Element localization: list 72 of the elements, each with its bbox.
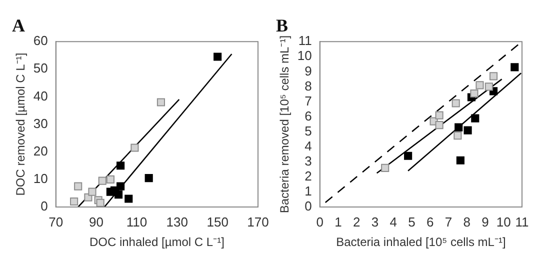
x-tick-label: 10 — [496, 214, 511, 230]
x-tick-label: 11 — [515, 214, 529, 230]
x-axis-title: DOC inhaled [µmol C L⁻¹] — [89, 235, 224, 250]
chart-title: B — [276, 15, 288, 36]
point — [454, 123, 463, 132]
point — [489, 72, 498, 80]
point — [456, 156, 464, 164]
point — [156, 98, 166, 106]
point — [471, 114, 480, 122]
y-tick-label: 50 — [33, 60, 48, 76]
y-tick-label: 4 — [304, 138, 312, 154]
point — [96, 198, 104, 207]
point — [88, 188, 96, 196]
x-tick-label: 9 — [482, 214, 489, 230]
point — [144, 174, 153, 182]
point — [484, 82, 493, 91]
x-tick-label: 150 — [206, 214, 228, 230]
point — [452, 99, 460, 108]
x-tick-label: 130 — [166, 214, 188, 230]
x-tick-label: 3 — [371, 214, 379, 230]
x-tick-label: 8 — [463, 214, 470, 230]
x-tick-label: 1 — [334, 214, 342, 230]
y-tick-label: 10 — [33, 171, 48, 186]
x-tick-label: 110 — [126, 214, 148, 230]
x-tick-label: 90 — [89, 214, 104, 230]
y-tick-label: 0 — [40, 198, 48, 214]
y-tick-label: 3 — [304, 153, 312, 168]
point — [114, 190, 123, 199]
x-tick-label: 6 — [426, 214, 434, 230]
y-tick-label: 0 — [304, 198, 312, 214]
y-tick-label: 20 — [33, 143, 48, 158]
point — [74, 182, 82, 190]
point — [435, 121, 444, 130]
y-axis-title: Bacteria removed [10⁵ cells mL⁻¹] — [278, 35, 292, 214]
x-tick-label: 5 — [408, 214, 416, 230]
y-tick-label: 2 — [304, 168, 312, 184]
y-tick-label: 11 — [298, 33, 312, 48]
y-tick-label: 10 — [297, 48, 312, 64]
y-tick-label: 8 — [304, 78, 312, 94]
point — [476, 81, 484, 90]
point — [435, 111, 444, 120]
y-tick-label: 40 — [33, 88, 48, 104]
x-tick-label: 70 — [48, 214, 64, 230]
x-tick-label: 7 — [444, 214, 452, 230]
point — [106, 175, 114, 184]
point — [464, 126, 472, 134]
y-tick-label: 30 — [33, 116, 48, 131]
chart-title: A — [12, 15, 25, 36]
point — [381, 164, 390, 172]
point — [116, 182, 125, 190]
x-tick-label: 0 — [316, 214, 324, 230]
y-tick-label: 1 — [304, 184, 312, 199]
x-axis-title: Bacteria inhaled [10⁵ cells mL⁻¹] — [336, 235, 506, 250]
x-tick-label: 170 — [247, 214, 269, 230]
x-tick-label: 2 — [352, 214, 360, 230]
point — [130, 144, 139, 152]
y-tick-label: 5 — [304, 123, 312, 138]
x-tick-label: 4 — [390, 214, 397, 230]
point — [98, 176, 106, 185]
point — [70, 197, 78, 206]
point — [470, 89, 478, 98]
point — [214, 52, 222, 61]
y-tick-label: 9 — [304, 63, 312, 78]
point — [116, 162, 125, 170]
point — [404, 152, 412, 160]
y-axis-title: DOC removed [µmol C L⁻¹] — [14, 52, 28, 196]
point — [124, 194, 133, 203]
point — [454, 132, 462, 140]
y-tick-label: 6 — [304, 108, 312, 124]
point — [510, 63, 519, 72]
y-tick-label: 60 — [33, 33, 48, 48]
y-tick-label: 7 — [304, 93, 312, 108]
